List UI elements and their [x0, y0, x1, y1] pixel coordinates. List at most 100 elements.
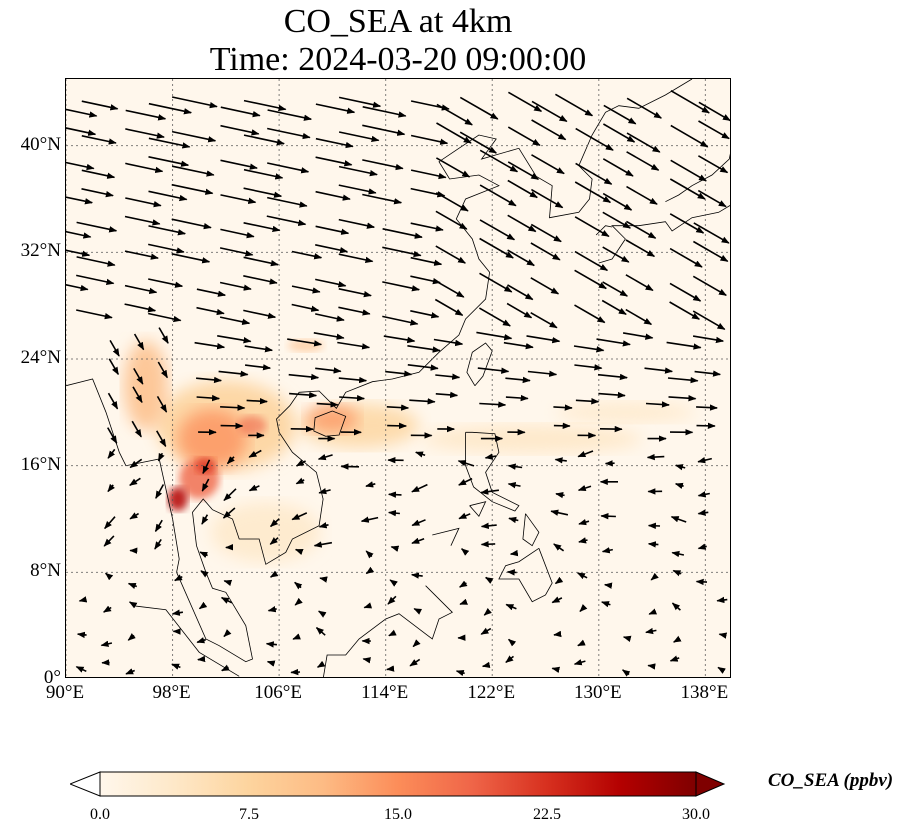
wind-arrow	[382, 228, 423, 239]
wind-arrow	[269, 537, 279, 545]
wind-arrow	[698, 101, 730, 122]
wind-arrow	[125, 668, 135, 675]
wind-arrow	[457, 460, 475, 467]
wind-arrow	[692, 275, 727, 296]
wind-arrow	[81, 135, 117, 145]
wind-arrow	[407, 345, 441, 353]
wind-arrow	[171, 609, 184, 616]
wind-arrow	[625, 239, 656, 258]
wind-arrow	[410, 134, 449, 145]
wind-arrow	[411, 483, 428, 493]
wind-arrow	[156, 430, 167, 448]
wind-arrow	[577, 484, 592, 492]
wind-arrow	[602, 246, 630, 263]
wind-arrow	[530, 223, 562, 243]
wind-arrow	[129, 477, 141, 486]
wind-arrow	[267, 196, 308, 208]
wind-arrow	[575, 162, 613, 185]
wind-arrow	[76, 309, 113, 320]
wind-arrow	[124, 303, 157, 313]
wind-arrow	[244, 345, 273, 353]
wind-arrow	[601, 299, 627, 315]
wind-arrow	[436, 157, 471, 178]
wind-arrow	[315, 244, 348, 254]
wind-arrow	[289, 391, 318, 399]
wind-arrow	[127, 633, 136, 641]
wind-arrow	[508, 91, 543, 112]
wind-arrow	[626, 185, 658, 205]
wind-arrow	[196, 376, 222, 384]
wind-arrow	[531, 188, 564, 209]
wind-arrow	[197, 655, 206, 663]
wind-arrow	[478, 307, 511, 327]
wind-arrow	[668, 395, 697, 402]
wind-arrow	[604, 582, 613, 589]
wind-arrow	[107, 427, 118, 444]
wind-arrow	[220, 106, 261, 118]
wind-arrow	[574, 304, 606, 324]
latitude-tick-label: 8°N	[30, 560, 61, 582]
wind-arrow	[666, 341, 702, 350]
wind-arrow	[578, 518, 590, 526]
wind-arrow	[362, 106, 407, 118]
wind-arrow	[601, 547, 613, 554]
wind-arrow	[365, 481, 376, 488]
wind-arrow	[479, 219, 516, 241]
colorbar-tick-label: 30.0	[682, 806, 710, 823]
wind-arrow	[198, 601, 208, 610]
wind-arrow	[220, 159, 258, 170]
wind-arrow	[626, 151, 660, 171]
wind-arrow	[243, 134, 285, 146]
wind-arrow	[154, 519, 163, 533]
wind-arrow	[171, 165, 215, 177]
wind-arrow	[313, 541, 333, 548]
wind-arrow	[66, 196, 93, 205]
wind-arrow	[226, 456, 235, 465]
wind-arrow	[698, 155, 729, 174]
coastline	[432, 527, 460, 546]
wind-arrow	[124, 215, 161, 226]
wind-arrow	[600, 512, 616, 520]
wind-arrow	[66, 161, 95, 171]
wind-arrow	[154, 538, 162, 550]
wind-arrow	[318, 522, 329, 529]
wind-arrow	[319, 576, 328, 583]
wind-arrow	[202, 459, 211, 475]
wind-arrow	[390, 545, 400, 552]
wind-arrow	[148, 137, 191, 149]
coastline	[595, 225, 613, 236]
wind-arrow	[365, 566, 375, 575]
wind-arrow	[573, 345, 605, 353]
wind-arrow	[222, 507, 236, 519]
wind-arrow	[693, 222, 730, 244]
wind-arrow	[338, 165, 378, 177]
coastline	[466, 342, 493, 386]
wind-arrow	[674, 464, 686, 471]
wind-arrow	[287, 338, 323, 347]
wind-arrow	[337, 341, 371, 350]
co-plume-blob	[167, 487, 188, 511]
map-panel	[65, 78, 731, 678]
wind-arrow	[291, 512, 308, 521]
wind-arrow	[107, 448, 116, 459]
wind-arrow	[316, 660, 326, 668]
wind-arrow	[670, 124, 709, 148]
wind-arrow	[553, 543, 565, 552]
wind-arrow	[104, 516, 116, 530]
wind-arrow	[174, 574, 183, 582]
wind-arrow	[363, 602, 373, 609]
wind-arrow	[435, 280, 465, 298]
wind-arrow	[507, 284, 534, 301]
wind-arrow	[265, 641, 277, 648]
wind-arrow	[479, 237, 514, 259]
longitude-tick-label: 98°E	[152, 682, 191, 703]
wind-arrow	[148, 243, 185, 254]
wind-arrow	[362, 657, 371, 664]
wind-arrow	[506, 569, 517, 576]
coastline	[465, 431, 520, 512]
wind-arrow	[243, 99, 287, 112]
wind-arrow	[550, 509, 569, 516]
co-plume-blob	[177, 409, 248, 469]
wind-arrow	[670, 516, 687, 523]
wind-arrow	[148, 278, 184, 288]
